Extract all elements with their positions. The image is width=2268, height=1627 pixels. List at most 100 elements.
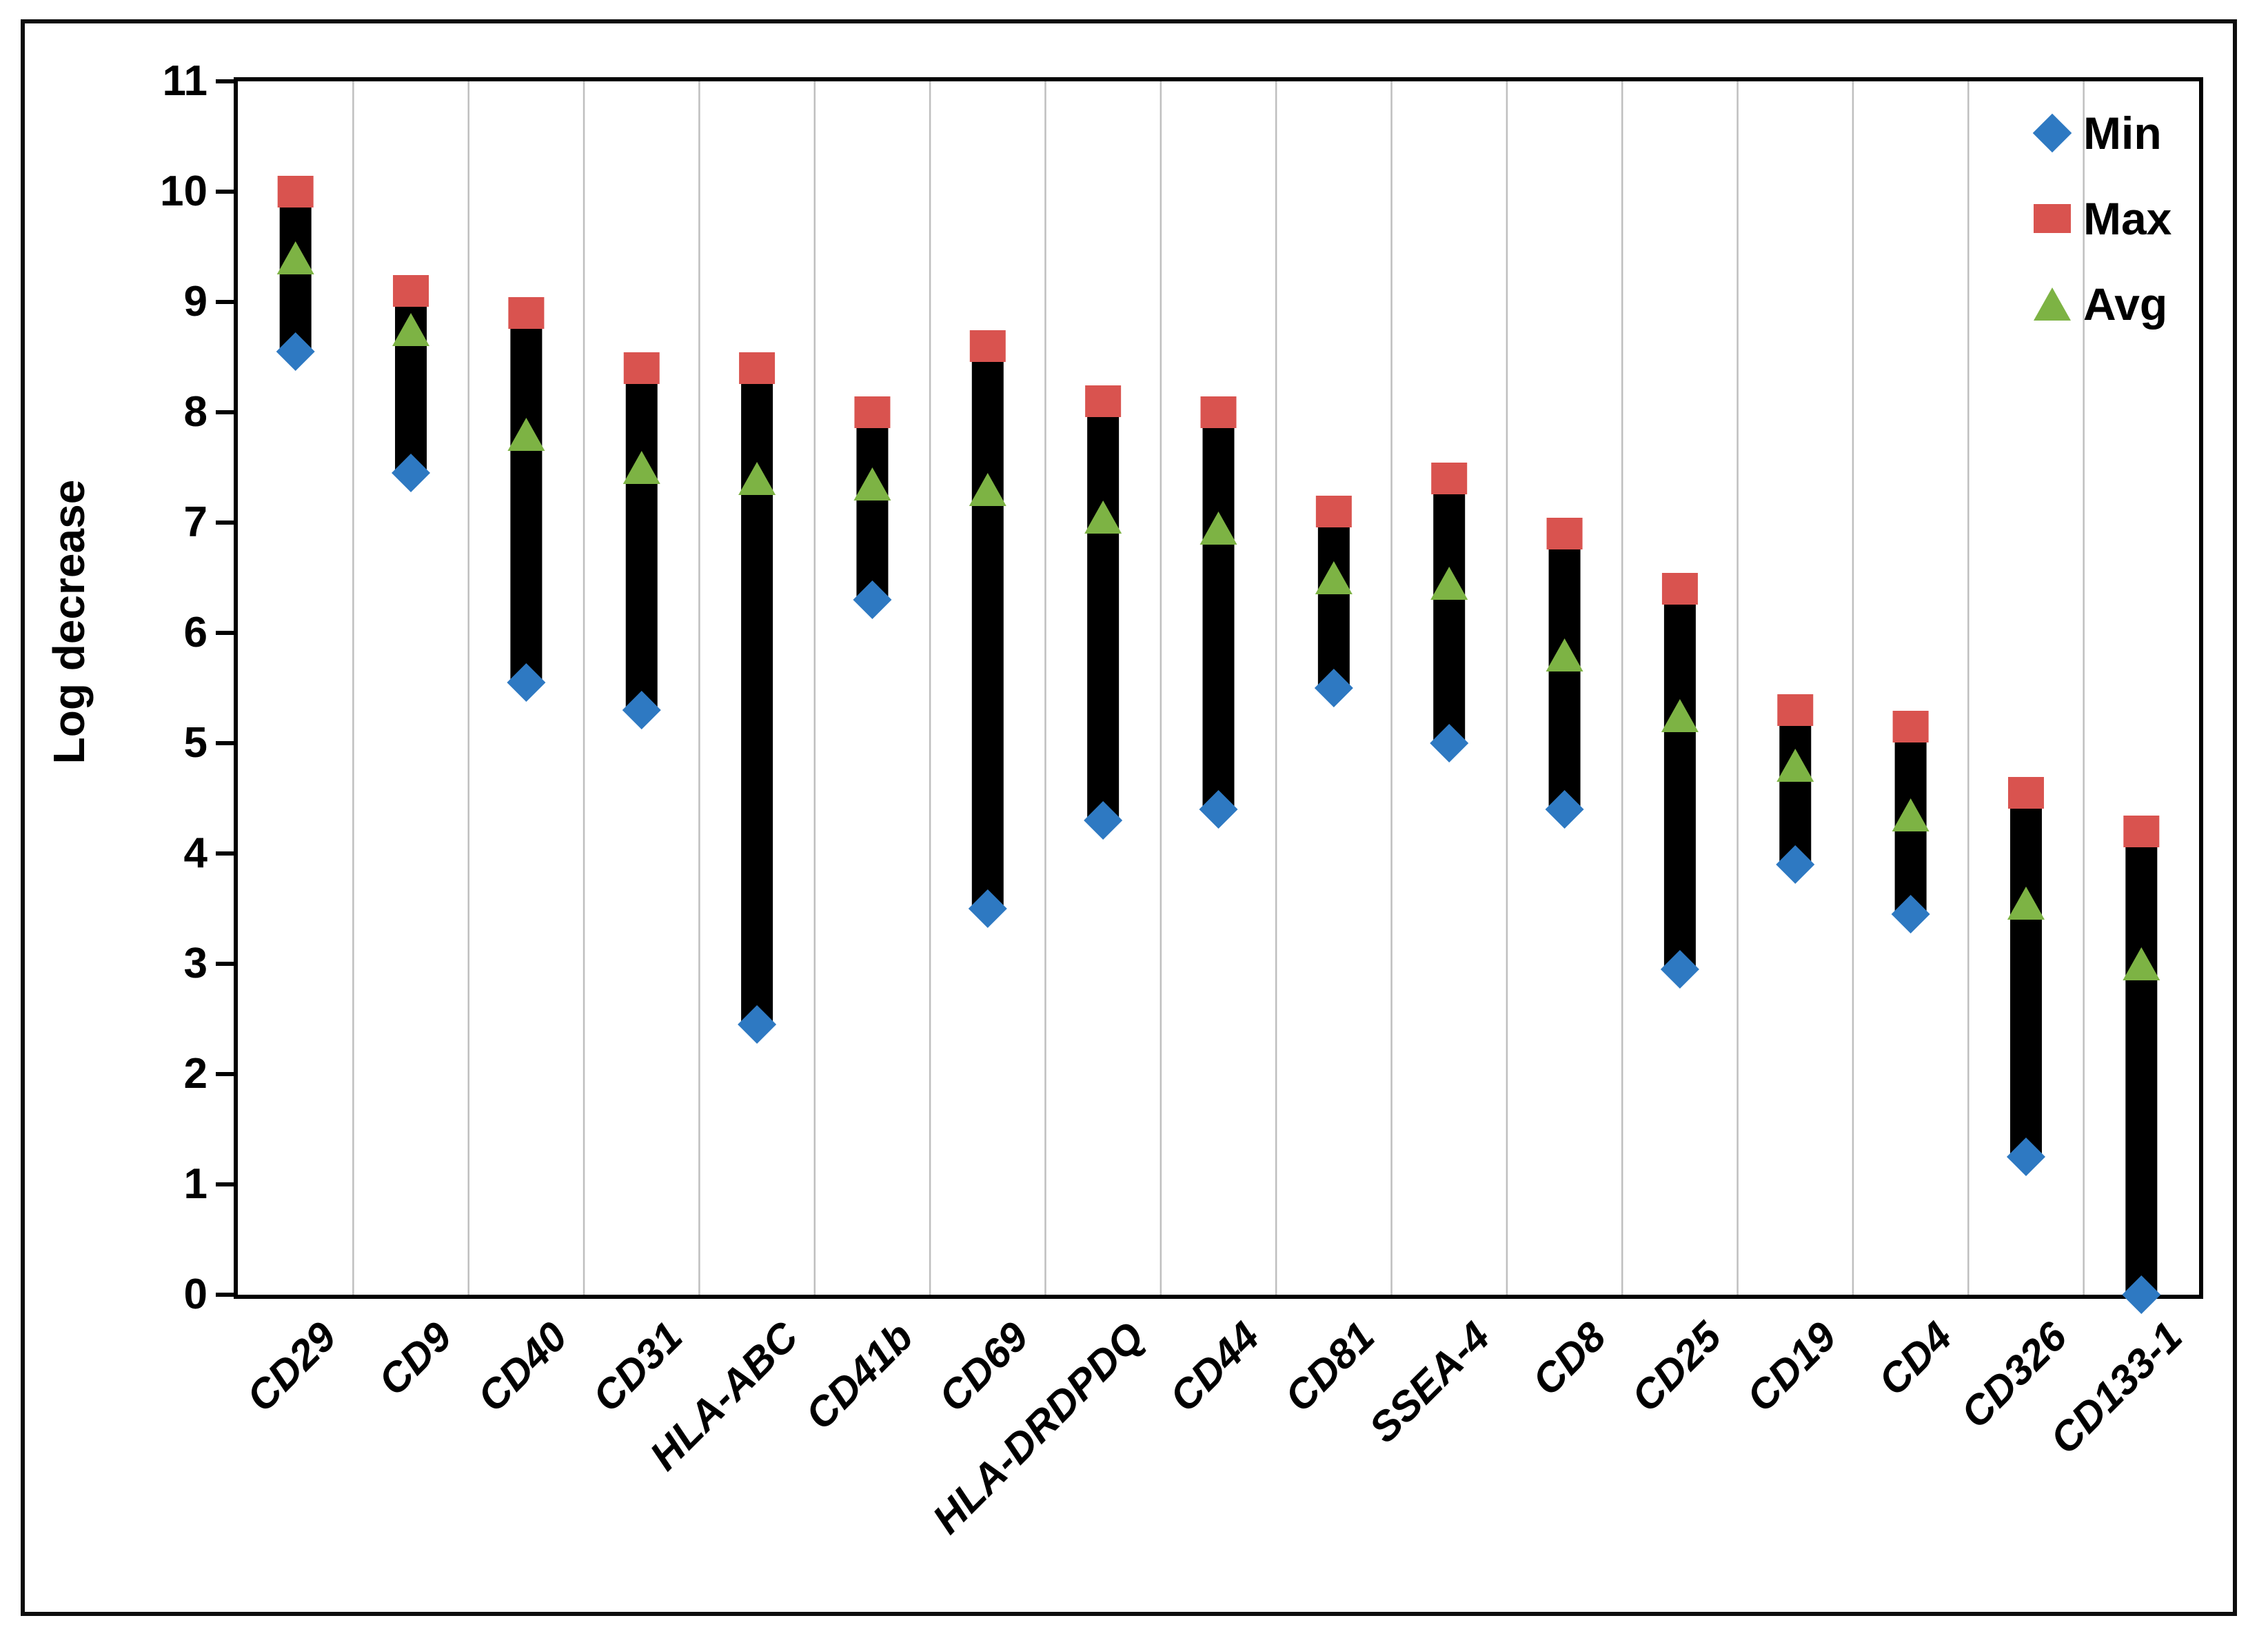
avg-marker: [853, 467, 891, 501]
y-axis-tick: [216, 1182, 234, 1186]
y-axis-tick-label: 9: [183, 278, 207, 325]
min-marker: [853, 580, 892, 619]
y-axis-tick-label: 0: [183, 1271, 207, 1318]
avg-marker: [1776, 749, 1814, 782]
max-marker: [854, 396, 891, 428]
y-axis-tick: [216, 631, 234, 635]
y-axis-tick-label: 6: [183, 609, 207, 656]
avg-marker: [1315, 561, 1353, 594]
min-marker: [1199, 790, 1238, 829]
min-marker: [622, 691, 661, 729]
figure-frame: [21, 19, 2237, 1616]
min-marker: [1430, 724, 1469, 762]
max-marker: [969, 330, 1006, 362]
min-marker: [507, 663, 546, 702]
y-axis-tick: [216, 79, 234, 83]
avg-marker: [2007, 887, 2045, 920]
avg-triangle-icon: [2034, 287, 2071, 321]
max-marker: [739, 352, 776, 384]
range-bar: [1663, 589, 1696, 969]
max-marker: [1661, 573, 1698, 605]
legend-marker-box: [2032, 287, 2072, 321]
max-marker: [1546, 518, 1583, 549]
avg-marker: [392, 313, 430, 346]
min-marker: [276, 332, 315, 371]
legend-row-max: Max: [2032, 188, 2171, 250]
avg-marker: [1430, 567, 1468, 600]
y-axis-title: Log decrease: [44, 479, 94, 765]
y-axis-tick: [216, 300, 234, 304]
max-marker: [1431, 463, 1468, 494]
max-marker: [508, 297, 545, 329]
min-marker: [2006, 1138, 2045, 1176]
range-bar: [1779, 710, 1812, 865]
y-axis-tick: [216, 1072, 234, 1076]
y-axis-tick: [216, 1293, 234, 1297]
avg-marker: [1084, 501, 1122, 534]
range-bar: [1433, 478, 1466, 743]
range-bar: [1317, 512, 1350, 688]
max-square-icon: [2034, 204, 2071, 233]
range-bar: [1087, 401, 1120, 820]
legend: Min Max Avg: [2032, 102, 2171, 335]
max-marker: [2123, 816, 2160, 847]
range-bar: [856, 412, 889, 600]
legend-label-max: Max: [2083, 193, 2172, 244]
min-marker: [968, 889, 1007, 928]
max-marker: [393, 275, 429, 307]
range-bar: [625, 368, 658, 710]
plot-canvas: [276, 81, 2161, 1314]
plot-area-border: [234, 77, 2203, 1299]
avg-marker: [1199, 512, 1237, 545]
range-bar: [2009, 793, 2042, 1157]
min-marker: [392, 454, 431, 492]
y-axis-tick-label: 5: [183, 719, 207, 767]
y-axis-tick: [216, 410, 234, 414]
avg-marker: [2123, 947, 2160, 980]
y-axis-tick-label: 2: [183, 1050, 207, 1098]
range-bar: [510, 313, 543, 683]
max-marker: [2007, 777, 2044, 809]
min-marker: [1776, 845, 1815, 884]
range-bar: [1202, 412, 1235, 809]
min-marker: [738, 1005, 777, 1044]
min-marker: [1660, 950, 1699, 989]
y-axis-tick: [216, 741, 234, 745]
range-bar: [2125, 831, 2158, 1295]
max-marker: [1200, 396, 1237, 428]
y-axis-tick-label: 7: [183, 498, 207, 546]
legend-row-avg: Avg: [2032, 273, 2171, 335]
range-bar: [971, 346, 1004, 909]
avg-marker: [1892, 798, 1930, 831]
legend-row-min: Min: [2032, 102, 2171, 164]
min-diamond-icon: [2032, 113, 2072, 153]
y-axis-tick-label: 10: [160, 168, 207, 215]
max-marker: [623, 352, 660, 384]
legend-marker-box: [2032, 204, 2072, 233]
y-axis-tick-label: 4: [183, 829, 207, 877]
y-axis-tick: [216, 851, 234, 856]
legend-marker-box: [2032, 113, 2072, 153]
avg-marker: [507, 418, 545, 451]
avg-marker: [738, 462, 776, 495]
avg-marker: [1661, 699, 1699, 732]
legend-label-avg: Avg: [2083, 279, 2168, 330]
avg-marker: [622, 451, 660, 484]
max-marker: [1315, 496, 1352, 527]
y-axis-tick-label: 1: [183, 1160, 207, 1208]
y-axis-tick-label: 11: [162, 57, 207, 105]
y-axis-tick: [216, 962, 234, 966]
y-axis-tick-label: 3: [183, 940, 207, 987]
min-marker: [1314, 669, 1353, 707]
avg-marker: [276, 241, 314, 274]
max-marker: [1892, 711, 1929, 742]
y-axis-tick: [216, 521, 234, 525]
max-marker: [1777, 694, 1814, 726]
max-marker: [1085, 385, 1122, 417]
min-marker: [1084, 801, 1123, 840]
avg-marker: [1546, 638, 1583, 671]
min-marker: [1545, 790, 1584, 829]
max-marker: [277, 176, 314, 208]
min-marker: [1891, 895, 1930, 933]
